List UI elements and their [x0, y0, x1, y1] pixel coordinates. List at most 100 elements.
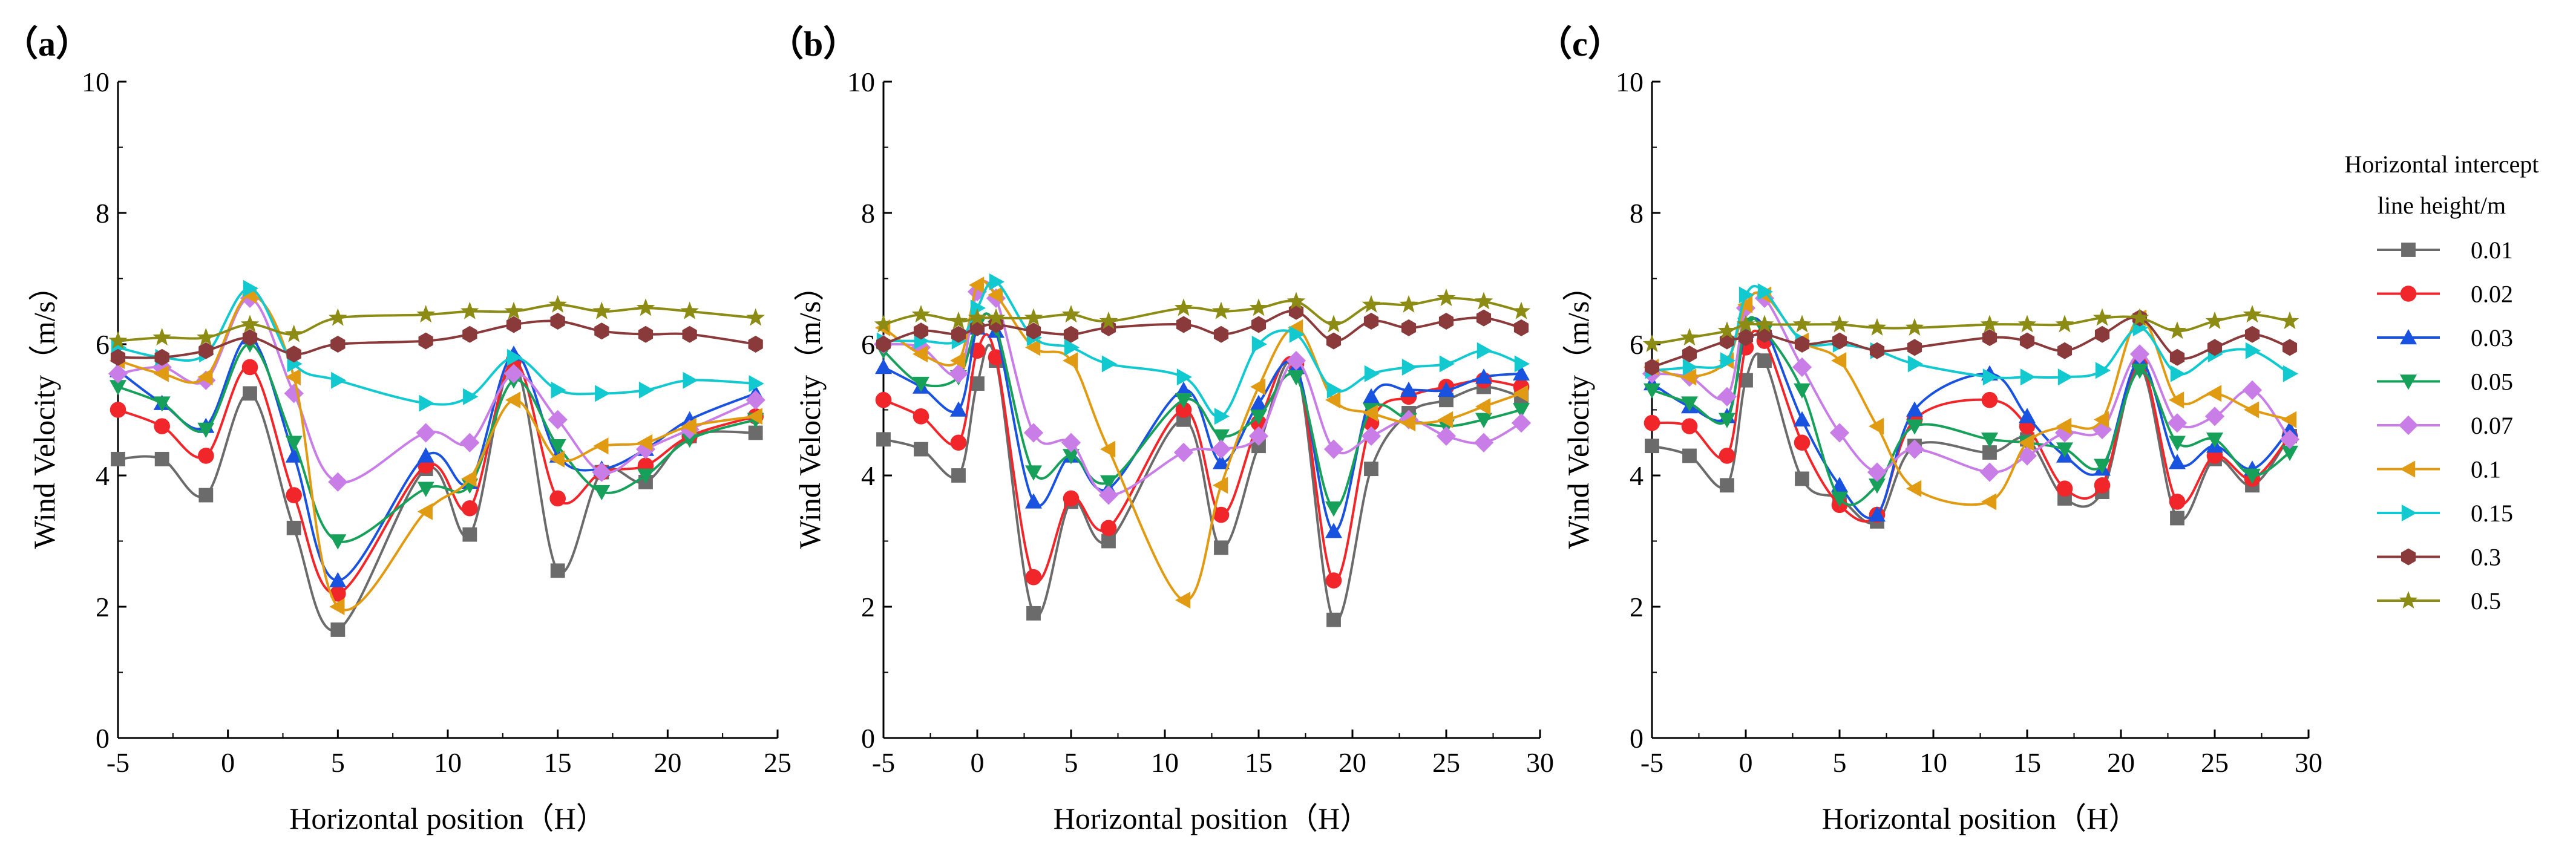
data-point: [1792, 315, 1812, 333]
legend-title-line1: Horizontal intercept: [2345, 151, 2539, 178]
data-point: [746, 308, 765, 326]
data-point: [2206, 433, 2223, 448]
data-point: [2170, 511, 2184, 526]
legend-title-line2: line height/m: [2378, 192, 2506, 219]
data-point: [1869, 342, 1885, 359]
data-point: [1682, 448, 1697, 463]
data-point: [1473, 433, 1494, 452]
data-point: [1755, 315, 1774, 333]
data-point: [243, 279, 258, 297]
data-point: [911, 305, 931, 323]
data-point: [2019, 434, 2034, 451]
y-tick-label: 4: [96, 460, 110, 491]
data-point: [1832, 332, 1847, 350]
data-point: [2279, 429, 2300, 449]
data-point: [681, 433, 698, 448]
data-point: [1325, 501, 1342, 517]
series-0.5: [108, 295, 765, 349]
data-point: [1364, 365, 1380, 382]
data-point: [330, 622, 346, 637]
data-point: [968, 308, 987, 326]
series-line: [882, 312, 1522, 510]
data-point: [2169, 436, 2186, 451]
data-point: [2055, 315, 2074, 333]
data-point: [549, 450, 565, 468]
data-point: [1026, 606, 1041, 621]
data-point: [1511, 413, 1532, 433]
legend-item: 0.15: [2377, 500, 2513, 527]
data-point: [951, 325, 966, 343]
data-point: [2130, 308, 2149, 326]
series-0.02: [1644, 329, 2298, 523]
data-point: [286, 520, 301, 535]
data-point: [1513, 403, 1530, 419]
data-point: [593, 437, 609, 455]
data-point: [1251, 316, 1267, 333]
y-tick-label: 0: [96, 723, 110, 754]
data-point: [988, 286, 1003, 304]
x-tick-label: 15: [2013, 747, 2041, 778]
x-tick-label: 10: [1151, 747, 1179, 778]
x-tick-label: 30: [1526, 747, 1554, 778]
data-point: [1905, 318, 1924, 336]
data-point: [1250, 410, 1267, 425]
data-point: [1325, 523, 1342, 538]
data-point: [110, 348, 126, 366]
data-point: [1401, 319, 1417, 336]
data-point: [286, 345, 301, 363]
y-tick-label: 10: [82, 67, 110, 97]
data-point: [2205, 311, 2224, 330]
data-point: [2281, 411, 2297, 428]
data-point: [1982, 368, 1998, 386]
data-point: [460, 301, 479, 319]
data-point: [506, 348, 522, 366]
data-point: [1213, 325, 1229, 343]
x-tick-label: 15: [1245, 747, 1273, 778]
data-point: [1757, 353, 1772, 368]
x-tick-label: 5: [331, 747, 345, 778]
legend-label: 0.1: [2471, 456, 2501, 483]
data-point: [462, 500, 478, 517]
data-point: [1175, 402, 1192, 418]
series-0.01: [876, 344, 1529, 627]
data-point: [153, 365, 169, 382]
data-point: [1101, 534, 1116, 549]
series-0.5: [1642, 305, 2299, 352]
x-tick-label: 20: [1339, 747, 1366, 778]
x-tick-label: 20: [2107, 747, 2135, 778]
data-point: [1642, 334, 1662, 352]
data-point: [1326, 381, 1342, 399]
data-point: [2056, 480, 2073, 497]
data-point: [636, 298, 655, 316]
data-point: [2056, 417, 2072, 435]
data-point: [1250, 394, 1267, 410]
data-point: [243, 386, 257, 401]
series-0.5: [874, 288, 1531, 333]
data-point: [2057, 342, 2073, 359]
data-point: [549, 439, 566, 455]
data-point: [2095, 362, 2111, 379]
data-point: [2169, 348, 2185, 366]
series-line: [117, 343, 756, 543]
data-point: [1717, 321, 1737, 339]
x-tick-label: 0: [971, 747, 985, 778]
data-point: [197, 422, 215, 438]
data-point: [2283, 365, 2298, 382]
data-point: [2093, 308, 2112, 326]
data-point: [1211, 439, 1231, 459]
data-point: [2244, 468, 2261, 484]
data-point: [1869, 478, 1886, 494]
data-point: [1737, 296, 1753, 313]
x-tick-label: 10: [1919, 747, 1947, 778]
x-axis-title: Horizontal position（H）: [1822, 802, 2139, 835]
data-point: [1064, 339, 1080, 356]
y-axis-title: Wind Velocity（m/s）: [1561, 271, 1595, 549]
data-point: [549, 490, 566, 507]
data-point: [1213, 429, 1230, 445]
data-point: [2017, 446, 2037, 466]
y-tick-label: 8: [96, 198, 110, 229]
data-point: [2281, 445, 2298, 461]
data-point: [989, 273, 1005, 290]
data-point: [1363, 388, 1380, 403]
